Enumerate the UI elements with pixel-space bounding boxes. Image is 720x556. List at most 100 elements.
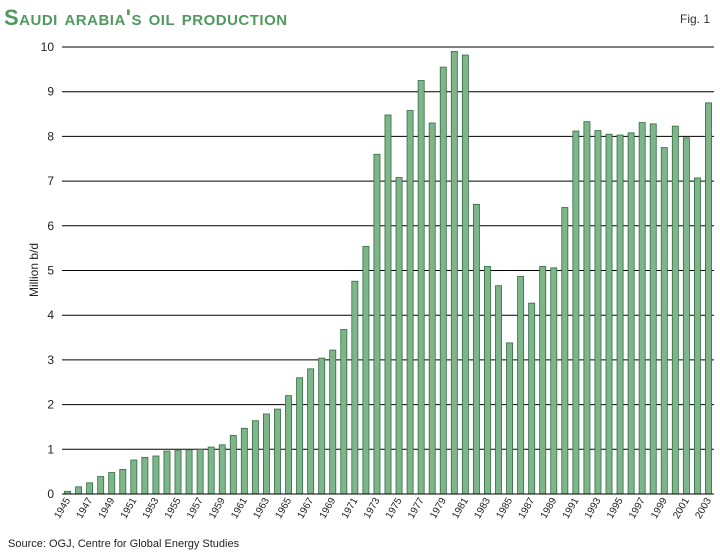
bar-1968 xyxy=(318,357,326,495)
bar-1948 xyxy=(97,476,105,495)
bars xyxy=(64,51,712,495)
x-tick-label: 1945 xyxy=(52,496,73,521)
x-tick-label: 1997 xyxy=(627,496,648,521)
bar-1988 xyxy=(539,266,547,495)
x-tick-label: 1963 xyxy=(251,496,272,521)
bar-1964 xyxy=(274,408,281,495)
bar-1954 xyxy=(163,450,171,495)
bar-2000 xyxy=(671,125,679,495)
x-axis-ticks: 1945 1947 1949 1951 1953 1955 1957 1959 1961 1963… xyxy=(52,496,714,521)
bar-1955 xyxy=(174,450,182,495)
bar-1962 xyxy=(251,420,259,495)
bar-1992 xyxy=(583,121,591,495)
x-tick-label: 1995 xyxy=(605,496,626,521)
bar-1994 xyxy=(605,133,613,495)
bar-1989 xyxy=(550,267,558,495)
x-tick-label: 1989 xyxy=(539,496,560,521)
y-tick-label: 2 xyxy=(47,398,54,412)
bar-1969 xyxy=(329,349,337,495)
bar-1961 xyxy=(240,427,248,495)
bar-1985 xyxy=(506,342,513,495)
x-tick-label: 1977 xyxy=(406,496,427,521)
bar-1963 xyxy=(262,413,270,495)
bar-1999 xyxy=(660,147,668,495)
x-tick-label: 1973 xyxy=(362,496,383,521)
x-tick-label: 1987 xyxy=(517,496,538,521)
bar-1979 xyxy=(439,66,447,495)
bar-1981 xyxy=(461,54,469,495)
bar-2001 xyxy=(682,137,690,495)
x-tick-label: 1999 xyxy=(649,496,670,521)
bar-1974 xyxy=(384,114,392,495)
y-axis-ticks: 0 1 2 3 4 5 6 7 8 9 10 xyxy=(41,40,55,501)
bar-1975 xyxy=(395,177,403,495)
chart-title: Saudi arabia's oil production xyxy=(4,5,288,30)
bar-1982 xyxy=(472,203,480,495)
bar-1971 xyxy=(351,280,359,495)
bar-1946 xyxy=(75,486,83,495)
x-tick-label: 1953 xyxy=(141,496,162,521)
bar-1960 xyxy=(229,435,237,495)
bar-2003 xyxy=(705,102,712,495)
bar-2002 xyxy=(693,177,701,495)
bar-1977 xyxy=(417,80,425,495)
y-tick-label: 0 xyxy=(47,487,54,501)
bar-1957 xyxy=(196,448,204,495)
y-tick-label: 5 xyxy=(47,264,54,278)
y-tick-label: 9 xyxy=(47,85,54,99)
bar-1970 xyxy=(340,329,348,495)
figure-label: Fig. 1 xyxy=(679,12,710,26)
bar-1978 xyxy=(428,122,436,495)
y-tick-label: 4 xyxy=(47,308,54,322)
x-tick-label: 1967 xyxy=(296,496,317,521)
x-tick-label: 1949 xyxy=(97,496,118,521)
bar-1986 xyxy=(517,275,525,495)
x-tick-label: 1959 xyxy=(207,496,228,521)
y-tick-label: 6 xyxy=(47,219,54,233)
source-note: Source: OGJ, Centre for Global Energy St… xyxy=(8,538,240,550)
bar-1990 xyxy=(561,207,569,495)
bar-1956 xyxy=(185,449,193,495)
y-tick-label: 7 xyxy=(47,174,54,188)
bar-1965 xyxy=(285,395,292,495)
x-tick-label: 2003 xyxy=(693,496,714,521)
x-tick-label: 1969 xyxy=(318,496,339,521)
bar-1984 xyxy=(495,285,502,495)
bar-1996 xyxy=(627,132,635,495)
x-tick-label: 1965 xyxy=(273,496,294,521)
x-tick-label: 1957 xyxy=(185,496,206,521)
bar-1966 xyxy=(296,377,304,495)
bar-1991 xyxy=(572,130,580,495)
y-tick-label: 3 xyxy=(47,353,54,367)
bar-1980 xyxy=(450,51,458,495)
x-tick-label: 1971 xyxy=(340,496,361,521)
x-tick-label: 1991 xyxy=(561,496,582,521)
x-tick-label: 1955 xyxy=(163,496,184,521)
y-tick-label: 1 xyxy=(47,442,54,456)
bar-1952 xyxy=(141,456,149,495)
bar-1997 xyxy=(638,122,646,495)
x-tick-label: 1985 xyxy=(495,496,516,521)
bar-1983 xyxy=(484,266,491,495)
x-tick-label: 1981 xyxy=(450,496,471,521)
y-tick-label: 10 xyxy=(41,40,55,54)
x-tick-label: 2001 xyxy=(671,496,692,521)
bar-1993 xyxy=(594,130,602,495)
x-tick-label: 1951 xyxy=(119,496,140,521)
bar-1949 xyxy=(108,472,116,495)
bar-1972 xyxy=(362,245,370,495)
bar-1998 xyxy=(649,123,657,495)
bar-1958 xyxy=(207,446,215,495)
bar-1950 xyxy=(119,469,127,495)
x-tick-label: 1961 xyxy=(229,496,250,521)
x-tick-label: 1979 xyxy=(428,496,449,521)
y-axis-label: Million b/d xyxy=(27,243,41,297)
bar-1947 xyxy=(86,482,94,495)
bar-1967 xyxy=(307,368,315,495)
x-tick-label: 1947 xyxy=(75,496,96,521)
x-tick-label: 1975 xyxy=(384,496,405,521)
x-tick-label: 1983 xyxy=(472,496,493,521)
bar-1995 xyxy=(616,134,624,495)
bar-1973 xyxy=(373,153,381,495)
